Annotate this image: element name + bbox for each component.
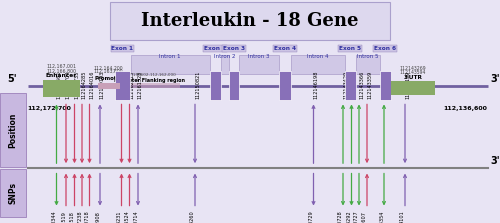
Text: 112164016: 112164016 (90, 71, 94, 99)
Text: 112159193: 112159193 (100, 71, 105, 99)
Text: 112150821: 112150821 (195, 71, 200, 99)
Text: 5': 5' (8, 74, 17, 84)
Text: Exon 5: Exon 5 (339, 46, 361, 51)
Text: Exon 2: Exon 2 (204, 46, 226, 51)
Bar (42, 80, 80, 97)
Text: rs187238: rs187238 (77, 211, 82, 223)
Text: 112143366: 112143366 (359, 71, 364, 99)
Bar (220, 55, 229, 74)
Text: 112161323: 112161323 (138, 71, 143, 99)
Text: 112164285: 112164285 (82, 71, 87, 99)
Bar (344, 71, 356, 100)
Bar (0, 93, 26, 167)
Text: 112141907: 112141907 (384, 71, 389, 99)
Text: rs549908: rs549908 (95, 211, 100, 223)
Text: Promoter: Promoter (94, 76, 123, 81)
Text: rs1946519: rs1946519 (61, 211, 66, 223)
Text: 112143359: 112143359 (367, 71, 372, 99)
Text: 112,156602-112,162,000: 112,156602-112,162,000 (124, 73, 176, 77)
Text: rs5744231: rs5744231 (116, 211, 121, 223)
Text: rs360729: rs360729 (308, 211, 314, 223)
Text: Position: Position (8, 112, 18, 148)
Text: Intron 1: Intron 1 (159, 54, 180, 58)
Text: 3'UTR: 3'UTR (403, 75, 422, 80)
Text: rs11214101: rs11214101 (400, 211, 405, 223)
Text: 112143594: 112143594 (400, 70, 426, 75)
Text: rs5744292: rs5744292 (346, 211, 352, 223)
Text: rs35131607: rs35131607 (362, 211, 367, 223)
Text: 112164661: 112164661 (56, 71, 62, 99)
Text: 112143429: 112143429 (343, 71, 348, 99)
Text: 112162913: 112162913 (130, 71, 134, 99)
Text: Exon 6: Exon 6 (374, 46, 396, 51)
Text: 5': 5' (8, 156, 17, 166)
Bar (356, 55, 380, 74)
Text: Intron 2: Intron 2 (214, 54, 236, 58)
Bar (229, 71, 239, 100)
Bar (115, 71, 130, 100)
Text: Enhancer: Enhancer (46, 73, 77, 78)
Text: rs360728: rs360728 (338, 211, 343, 223)
Text: 112,164,200: 112,164,200 (94, 66, 124, 71)
Text: Intron 5: Intron 5 (357, 54, 378, 58)
Text: Exon 3: Exon 3 (223, 46, 245, 51)
Text: 112143413: 112143413 (352, 71, 356, 99)
Text: rs360714: rs360714 (133, 211, 138, 223)
Bar (210, 71, 220, 100)
Text: Intron 3: Intron 3 (248, 54, 270, 58)
Bar (0, 169, 26, 217)
Bar (390, 81, 435, 95)
Text: rs5744260: rs5744260 (190, 211, 195, 223)
Text: Exon 4: Exon 4 (274, 46, 296, 51)
Text: 112140139: 112140139 (405, 71, 410, 99)
Bar (380, 71, 390, 100)
Bar (279, 71, 291, 100)
Text: Intron 4: Intron 4 (307, 54, 328, 58)
Text: rs360727: rs360727 (354, 211, 359, 223)
Text: rs1946518: rs1946518 (70, 211, 74, 223)
Text: 112,136,600: 112,136,600 (444, 106, 488, 111)
Bar (120, 83, 180, 88)
Text: 112164704: 112164704 (66, 71, 71, 99)
Text: Interleukin - 18 Gene: Interleukin - 18 Gene (142, 12, 359, 30)
Text: 112146198: 112146198 (314, 71, 318, 99)
Text: 112143269: 112143269 (400, 66, 426, 71)
Text: rs360718: rs360718 (84, 211, 89, 223)
Text: 112,166,800: 112,166,800 (46, 69, 76, 74)
Text: rs1293344: rs1293344 (52, 211, 57, 223)
Text: Exon 1: Exon 1 (112, 46, 134, 51)
Text: 112163324: 112163324 (122, 71, 126, 99)
Text: 3': 3' (490, 156, 500, 166)
Bar (98, 83, 120, 89)
Text: Promoter Flanking region: Promoter Flanking region (114, 78, 186, 83)
Text: 112,172,700: 112,172,700 (28, 106, 72, 111)
Text: 3': 3' (490, 74, 500, 84)
Text: SNPs: SNPs (8, 182, 18, 204)
Text: rs544354: rs544354 (379, 211, 384, 223)
Bar (291, 55, 344, 74)
Bar (239, 55, 279, 74)
Text: 112,167,001: 112,167,001 (46, 64, 76, 69)
Text: 112,163,600: 112,163,600 (94, 69, 124, 74)
Bar (110, 2, 390, 40)
Text: rs7106524: rs7106524 (124, 211, 130, 223)
Bar (130, 55, 210, 74)
Text: 112164735: 112164735 (74, 71, 80, 99)
